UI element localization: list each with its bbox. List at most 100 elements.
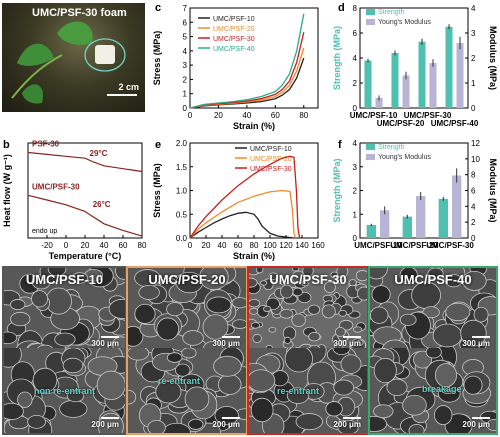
- sem-bottom-psf10: non re-entrant 200 μm: [2, 348, 127, 435]
- leaf-shape: [57, 21, 93, 45]
- chart-d: 0 2 4 6 8 0 1 2 3 4 Strength (MPa) Modulus (MPa) UMC…: [332, 4, 498, 128]
- legend-label: UMC/PSF-30: [250, 166, 292, 173]
- y2-tick-label: 8: [471, 171, 476, 180]
- y2-tick-label: 10: [471, 155, 480, 164]
- legend-label: Young's Modulus: [378, 19, 431, 26]
- y-axis-label: Strength (MPa): [332, 26, 342, 90]
- bar-strength: [445, 26, 453, 108]
- scale-bar: 200 μm: [212, 417, 240, 429]
- y2-tick-label: 6: [471, 187, 476, 196]
- x-tick-label: 60: [234, 241, 243, 250]
- sem-bottom-psf30: re-entrant 200 μm: [247, 348, 369, 435]
- sem-micrograph: [370, 268, 496, 352]
- bar-modulus: [380, 210, 390, 238]
- y2-axis-label: Modulus (MPa): [488, 159, 498, 223]
- x-tick-label: 160: [311, 241, 325, 250]
- x-tick-label: 20: [81, 241, 90, 250]
- sem-micrograph: [4, 268, 125, 352]
- y2-tick-label: 3: [471, 29, 476, 38]
- y-tick-label: 4: [183, 47, 188, 56]
- x-tick-label: 60: [271, 111, 280, 120]
- bar-strength: [402, 216, 412, 238]
- scale-label: 300 μm: [212, 339, 240, 348]
- legend-label: UMC/PSF-30: [213, 36, 255, 43]
- series-line: [27, 151, 143, 173]
- scale-bar: 300 μm: [212, 336, 240, 348]
- y-tick-label: 3: [183, 61, 188, 70]
- y-tick-label: 6: [183, 18, 188, 27]
- x-axis-label: Strain (%): [233, 251, 275, 261]
- scale-bar: 300 μm: [333, 336, 361, 348]
- chart-e: 0 20 40 60 80 100 120 140 160 0.0 0.5 1.0 1.5 2.0 Stra…: [152, 139, 325, 261]
- y-axis-label: Stress (MPa): [152, 163, 162, 218]
- legend-label: Young's Modulus: [378, 154, 431, 161]
- y-tick-label: 4: [353, 139, 358, 148]
- scale-label: 200 μm: [212, 420, 240, 429]
- y-tick-label: 3: [353, 163, 358, 172]
- y-tick-label: 8: [353, 4, 358, 13]
- y-tick-label: 7: [183, 4, 188, 13]
- x-tick-label: 0: [188, 241, 193, 250]
- scale-label: 200 μm: [462, 420, 490, 429]
- y2-tick-label: 2: [471, 218, 476, 227]
- x-axis-label: Temperature (°C): [49, 251, 121, 261]
- x-tick-label: -20: [41, 241, 53, 250]
- x-tick-label: 40: [242, 111, 251, 120]
- series-line: [27, 194, 143, 237]
- sem-title: UMC/PSF-40: [394, 272, 472, 287]
- sem-micrograph: [370, 348, 496, 433]
- sem-title: UMC/PSF-30: [269, 272, 347, 287]
- y-tick-label: 1.5: [176, 163, 188, 172]
- panel-label-f: f: [338, 139, 342, 151]
- sem-top-psf40: UMC/PSF-40 300 μm: [368, 266, 498, 354]
- y-tick-label: 2: [183, 75, 188, 84]
- bar-modulus: [416, 196, 426, 238]
- x-tick-label: 60: [119, 241, 128, 250]
- y-tick-label: 1.0: [176, 187, 188, 196]
- sem-annotation: non re-entrant: [34, 386, 96, 396]
- y2-tick-label: 2: [471, 54, 476, 63]
- x-tick-label: UMC/PSF-30: [404, 111, 452, 120]
- panel-label-c: c: [155, 2, 162, 14]
- series-line: [189, 32, 305, 109]
- y2-tick-label: 0: [471, 234, 476, 243]
- series-line: [189, 189, 297, 239]
- x-tick-label: 0: [188, 111, 193, 120]
- y-tick-label: 1: [183, 90, 188, 99]
- sem-top-psf30: UMC/PSF-30 300 μm: [247, 266, 369, 354]
- bar-strength: [364, 60, 372, 108]
- x-tick-label: 20: [214, 111, 223, 120]
- plot-frame: [189, 7, 319, 109]
- sem-annotation: breakage: [422, 384, 462, 394]
- x-tick-label: 80: [138, 241, 147, 250]
- annotation-tg-26: 26°C: [93, 200, 111, 209]
- series-line: [189, 211, 295, 239]
- series-line: [189, 155, 301, 239]
- legend-label: UMC/PSF-20: [213, 26, 255, 33]
- leaf-shape: [22, 84, 43, 104]
- chart-b: -20 0 20 40 60 80 Temperature (°C) Heat flow (W…: [2, 140, 147, 262]
- x-tick-label: 80: [250, 241, 259, 250]
- annotation-psf30: PSF-30: [32, 140, 60, 149]
- bar-modulus: [402, 75, 410, 108]
- y-tick-label: 0.5: [176, 210, 188, 219]
- y-tick-label: 6: [353, 29, 358, 38]
- scale-bar: 200 μm: [333, 417, 361, 429]
- sem-top-psf10: UMC/PSF-10 300 μm: [2, 266, 127, 354]
- legend-swatch: [366, 144, 375, 150]
- bar-strength: [438, 198, 448, 238]
- x-tick-label: 40: [100, 241, 109, 250]
- bar-modulus: [429, 63, 437, 108]
- x-tick-label: 80: [299, 111, 308, 120]
- y2-tick-label: 12: [471, 139, 480, 148]
- y2-tick-label: 4: [471, 202, 476, 211]
- sem-micrograph: [128, 268, 246, 352]
- x-tick-label: 20: [202, 241, 211, 250]
- annotation-umc-psf30: UMC/PSF-30: [32, 182, 80, 191]
- sem-micrograph: [249, 348, 367, 433]
- foam-block: [95, 45, 115, 64]
- bar-modulus: [452, 175, 462, 238]
- panel-label-d: d: [338, 2, 345, 14]
- y2-tick-label: 0: [471, 104, 476, 113]
- photo-scale-label: 2 cm: [118, 82, 139, 92]
